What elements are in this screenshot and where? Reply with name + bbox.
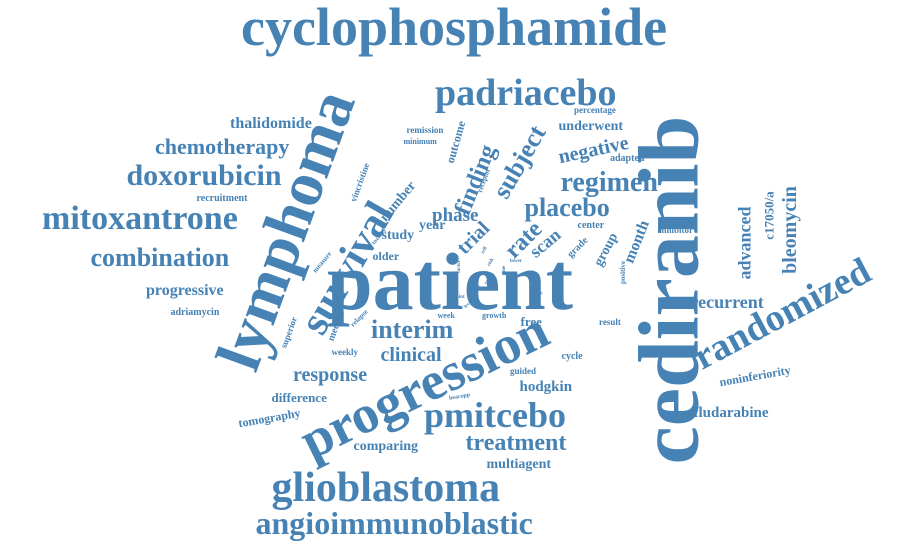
word-multiagent: multiagent <box>486 457 552 472</box>
word-response: response <box>293 364 368 386</box>
word-progressive: progressive <box>146 282 224 299</box>
word-c17050a: c17050/a <box>761 190 777 240</box>
word-bleomycin: bleomycin <box>778 186 801 274</box>
word-interim: interim <box>371 315 454 344</box>
word-thalidomide: thalidomide <box>230 115 312 132</box>
word-week: week <box>437 311 455 320</box>
word-angioimmunoblastic: angioimmunoblastic <box>255 505 533 541</box>
word-percentage: percentage <box>574 104 616 115</box>
word-glioblastoma: glioblastoma <box>271 465 501 511</box>
word-clinical: clinical <box>380 344 442 366</box>
word-time: time <box>501 265 507 275</box>
word-recurrent: recurrent <box>690 292 764 312</box>
word-hodgkin: hodgkin <box>519 378 573 395</box>
word-inhibitor: inhibitor <box>659 224 694 235</box>
word-patient: patient <box>327 236 573 327</box>
word-free: free <box>520 313 542 329</box>
word-regimen: regimen <box>560 167 658 198</box>
word-difference: difference <box>271 389 327 405</box>
word-doxorubicin: doxorubicin <box>126 159 282 192</box>
word-adapted: adapted <box>610 153 645 164</box>
word-total: total <box>468 286 480 292</box>
word-combination: combination <box>90 243 230 272</box>
word-noninferiority: noninferiority <box>718 362 792 390</box>
word-cyclophosphamide: cyclophosphamide <box>241 0 668 57</box>
word-study: study <box>381 228 415 243</box>
word-point: point <box>453 294 465 300</box>
word-recruitment: recruitment <box>196 193 248 204</box>
word-pmitcebo: pmitcebo <box>424 395 566 435</box>
word-advanced: advanced <box>734 206 755 280</box>
word-comparing: comparing <box>353 439 419 454</box>
word-padriacebo: padriacebo <box>435 72 617 114</box>
word-tomography: tomography <box>236 405 301 431</box>
word-lower: lower <box>510 258 522 264</box>
word-mitoxantrone: mitoxantrone <box>42 200 238 237</box>
word-remission: remission <box>406 124 444 135</box>
word-weekly: weekly <box>331 346 359 357</box>
word-result: result <box>599 316 621 327</box>
word-underwent: underwent <box>558 119 624 134</box>
word-treatment: treatment <box>465 430 567 456</box>
word-positive: positive <box>618 260 627 284</box>
word-year: year <box>419 218 446 233</box>
word-group: group <box>591 230 622 269</box>
word-guided: guided <box>510 365 537 376</box>
word-center: center <box>577 220 605 231</box>
word-adriamycin: adriamycin <box>170 307 220 318</box>
word-subject: subject <box>486 120 552 204</box>
word-factor: factor <box>456 259 462 273</box>
word-fludarabine: fludarabine <box>693 404 769 421</box>
word-outcome: outcome <box>442 119 468 165</box>
word-cycle: cycle <box>561 351 583 362</box>
word-phase: phase <box>432 204 479 226</box>
word-minimum: minimum <box>403 137 437 146</box>
word-older: older <box>372 249 400 263</box>
word-placebo: placebo <box>524 193 610 222</box>
word-chemotherapy: chemotherapy <box>155 134 290 159</box>
word-growth: growth <box>482 311 507 320</box>
